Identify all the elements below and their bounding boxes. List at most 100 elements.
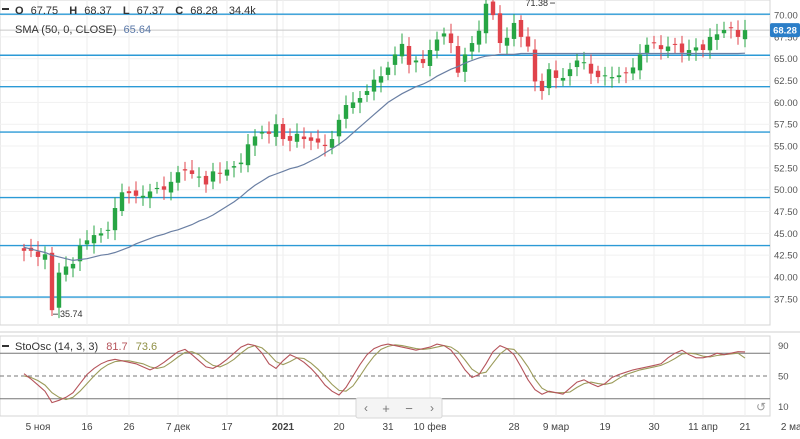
sma-legend[interactable]: SMA (50, 0, CLOSE) 65.64 bbox=[15, 24, 151, 36]
candle bbox=[35, 241, 41, 267]
candle bbox=[504, 27, 510, 55]
candle bbox=[112, 197, 118, 241]
price-tick-label: 45.00 bbox=[774, 229, 798, 240]
candle bbox=[245, 133, 251, 173]
candle-body bbox=[630, 67, 636, 74]
zoom-in-button[interactable]: + bbox=[382, 401, 390, 416]
candle-body bbox=[616, 75, 622, 78]
candle bbox=[609, 66, 615, 88]
candle-body bbox=[371, 79, 377, 92]
candle-body bbox=[700, 44, 706, 51]
price-tick-label: 55.00 bbox=[774, 142, 798, 153]
candle bbox=[385, 61, 391, 81]
scroll-back-button[interactable]: ‹ bbox=[364, 401, 368, 415]
candle bbox=[196, 167, 202, 188]
stoch-tick-label: 50 bbox=[778, 372, 789, 383]
candle-body bbox=[553, 70, 559, 78]
current-price-badge-bg bbox=[770, 23, 800, 38]
main-pane[interactable] bbox=[0, 0, 771, 326]
candle bbox=[476, 20, 482, 53]
candle-body bbox=[406, 45, 412, 65]
candle-body bbox=[217, 172, 223, 174]
candle-body bbox=[560, 77, 566, 81]
stoch-collapse-icon[interactable] bbox=[2, 345, 9, 347]
candle-body bbox=[238, 162, 244, 165]
candle bbox=[56, 262, 62, 319]
candle-body bbox=[203, 175, 209, 185]
price-tick-label: 57.50 bbox=[774, 120, 798, 131]
candle-body bbox=[196, 176, 202, 178]
candles[interactable] bbox=[21, 0, 748, 319]
price-axis[interactable]: 70.00 67.50 65.00 62.50 60.00 57.50 55.00 52.50… bbox=[774, 11, 798, 306]
candle-body bbox=[329, 139, 335, 148]
candle-body bbox=[252, 136, 258, 146]
candle-body bbox=[378, 76, 384, 83]
candle bbox=[350, 92, 356, 114]
candle-body bbox=[518, 19, 524, 37]
candle-body bbox=[728, 27, 734, 29]
candle-body bbox=[357, 98, 363, 103]
candle bbox=[700, 39, 706, 58]
candle-body bbox=[154, 187, 160, 190]
candle-body bbox=[420, 59, 426, 64]
candle bbox=[189, 160, 195, 179]
candle bbox=[651, 35, 657, 49]
candle-body bbox=[112, 208, 118, 231]
reset-view-icon[interactable]: ↺ bbox=[756, 400, 766, 414]
candle bbox=[644, 37, 650, 63]
candle-body bbox=[84, 240, 90, 245]
scroll-forward-button[interactable]: › bbox=[430, 401, 434, 415]
candle bbox=[238, 153, 244, 173]
candle bbox=[693, 38, 699, 61]
candle-body bbox=[308, 137, 314, 141]
candle bbox=[658, 35, 664, 60]
time-tick-label: 26 bbox=[123, 422, 135, 433]
candle bbox=[259, 125, 265, 140]
candle-body bbox=[245, 144, 251, 166]
candle bbox=[399, 33, 405, 64]
candle bbox=[63, 256, 69, 282]
candle-body bbox=[336, 119, 342, 137]
time-tick-label: 31 bbox=[382, 422, 394, 433]
candle-body bbox=[287, 136, 293, 141]
candle bbox=[448, 23, 454, 54]
ohlc-legend: O 67.75 H 68.37 L 67.37 C 68.28 34.4k SM… bbox=[2, 5, 256, 36]
candle bbox=[364, 84, 370, 102]
candle-body bbox=[70, 263, 76, 269]
candle bbox=[147, 183, 153, 209]
candle bbox=[574, 53, 580, 77]
candle-body bbox=[413, 60, 419, 63]
navigator-bg bbox=[355, 397, 443, 419]
stoch-k-line bbox=[23, 343, 746, 404]
candle bbox=[294, 123, 300, 148]
candle-body bbox=[651, 42, 657, 44]
candle-body bbox=[105, 229, 111, 231]
candle bbox=[518, 15, 524, 48]
candle-body bbox=[273, 124, 279, 137]
legend-collapse-icon[interactable] bbox=[2, 8, 9, 10]
candle-body bbox=[511, 22, 517, 39]
candle-body bbox=[497, 13, 503, 44]
stoch-legend[interactable]: StoOsc (14, 3, 3) 81.7 73.6 bbox=[2, 341, 157, 353]
candle-body bbox=[539, 81, 545, 92]
time-tick-label: 20 bbox=[333, 422, 345, 433]
candle bbox=[378, 66, 384, 93]
candle bbox=[42, 246, 48, 270]
price-tick-label: 52.50 bbox=[774, 163, 798, 174]
zoom-out-button[interactable]: − bbox=[405, 401, 413, 416]
candle-body bbox=[567, 69, 573, 77]
candle bbox=[623, 67, 629, 84]
candle-body bbox=[343, 105, 349, 119]
candle bbox=[546, 63, 552, 96]
candle bbox=[301, 127, 307, 149]
candle-body bbox=[21, 248, 27, 251]
candle bbox=[616, 66, 622, 84]
candle bbox=[77, 238, 83, 271]
candle bbox=[119, 183, 125, 216]
candle bbox=[588, 54, 594, 85]
candle bbox=[266, 121, 272, 144]
candle-body bbox=[385, 67, 391, 75]
